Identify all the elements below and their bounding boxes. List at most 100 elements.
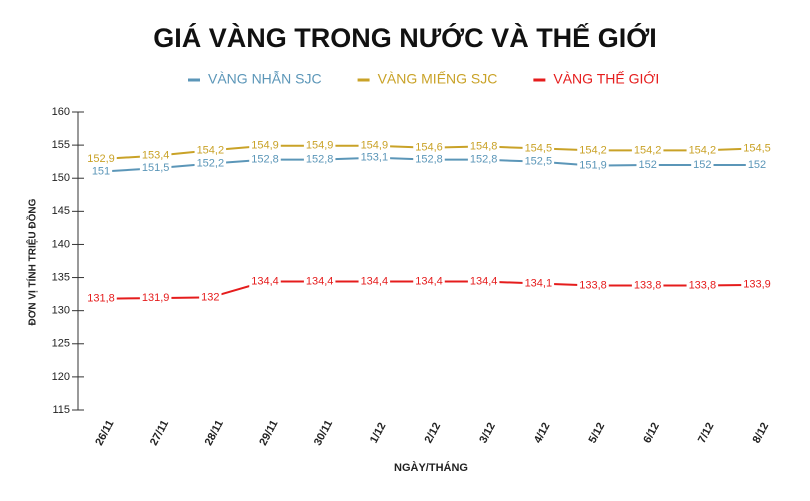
x-tick-label: 28/11	[203, 418, 226, 447]
value-label: 133,8	[634, 279, 662, 291]
value-label-bg	[358, 151, 391, 164]
value-label-bg	[249, 139, 281, 152]
value-label-bg	[303, 153, 336, 166]
value-label-bg	[199, 291, 222, 304]
value-label: 154,9	[306, 140, 334, 152]
value-label-bg	[745, 158, 769, 171]
value-label-bg	[636, 158, 659, 171]
value-label-bg	[467, 153, 500, 166]
x-tick-label: 7/12	[696, 421, 717, 446]
value-label-bg	[686, 279, 719, 292]
value-label: 152,8	[415, 154, 443, 166]
value-label: 154,5	[743, 142, 771, 154]
value-label-bg	[413, 275, 445, 288]
value-label-bg	[577, 159, 609, 172]
value-label: 152,5	[525, 156, 553, 168]
value-label-bg	[303, 275, 336, 288]
y-tick-label: 135	[52, 271, 70, 283]
value-label-bg	[686, 144, 719, 157]
value-label: 154,8	[470, 140, 498, 152]
value-label-bg	[741, 142, 773, 155]
x-tick-label: 2/12	[423, 421, 444, 446]
x-tick-label: 8/12	[751, 421, 772, 446]
value-label-bg	[631, 279, 664, 292]
value-label: 154,2	[197, 144, 225, 156]
value-label: 153,1	[361, 152, 389, 164]
value-label: 134,1	[525, 277, 553, 289]
value-label-bg	[467, 140, 500, 153]
value-label: 133,8	[579, 279, 607, 291]
value-label: 132	[201, 291, 219, 303]
value-label: 134,4	[306, 275, 334, 287]
chart-title: GIÁ VÀNG TRONG NƯỚC VÀ THẾ GIỚI	[153, 22, 656, 53]
value-label: 154,2	[579, 144, 607, 156]
x-tick-label: 30/11	[312, 418, 335, 447]
legend-label: VÀNG NHẪN SJC	[208, 71, 322, 87]
value-label: 134,4	[415, 275, 443, 287]
x-tick-label: 26/11	[93, 418, 116, 447]
value-label: 152	[748, 159, 766, 171]
value-label-bg	[139, 292, 172, 305]
value-label-bg	[249, 275, 281, 288]
value-label: 152,9	[87, 153, 115, 165]
value-label: 152,8	[470, 154, 498, 166]
value-label-bg	[358, 139, 391, 152]
y-tick-label: 120	[52, 371, 70, 383]
value-label: 152	[638, 159, 656, 171]
y-tick-label: 150	[52, 172, 70, 184]
value-label: 153,4	[142, 150, 170, 162]
value-label: 131,8	[87, 293, 115, 305]
x-tick-label: 27/11	[148, 418, 171, 447]
x-tick-label: 4/12	[532, 421, 553, 446]
value-label-bg	[413, 141, 445, 154]
value-label: 152	[693, 159, 711, 171]
x-tick-label: 5/12	[587, 421, 608, 446]
value-label: 151,9	[579, 160, 607, 172]
value-label: 154,2	[689, 144, 717, 156]
value-label: 152,2	[197, 158, 225, 170]
value-label-bg	[522, 155, 555, 168]
value-label: 154,2	[634, 144, 662, 156]
y-tick-label: 125	[52, 338, 70, 350]
value-label: 154,9	[361, 140, 389, 152]
value-label: 133,8	[689, 279, 717, 291]
value-label-bg	[467, 275, 500, 288]
y-tick-label: 160	[52, 106, 70, 118]
y-tick-label: 140	[52, 238, 70, 250]
value-label-bg	[85, 153, 117, 166]
value-label-bg	[358, 275, 391, 288]
y-tick-label: 115	[52, 404, 70, 416]
value-label-bg	[577, 279, 609, 292]
x-tick-label: 29/11	[257, 418, 280, 447]
value-label-bg	[577, 144, 609, 157]
value-label-bg	[249, 153, 281, 166]
legend-label: VÀNG MIẾNG SJC	[378, 71, 498, 87]
value-label-bg	[691, 158, 714, 171]
value-label-bg	[303, 139, 336, 152]
value-label: 133,9	[743, 279, 771, 291]
y-tick-label: 155	[52, 139, 70, 151]
value-label-bg	[522, 277, 555, 290]
value-label-bg	[741, 278, 773, 291]
value-label-bg	[85, 292, 117, 305]
value-label: 134,4	[251, 275, 279, 287]
value-label-bg	[194, 157, 227, 170]
value-label: 134,4	[361, 275, 389, 287]
x-axis-label: NGÀY/THÁNG	[394, 461, 468, 474]
x-tick-label: 1/12	[368, 421, 389, 446]
value-label-bg	[413, 153, 445, 166]
value-label: 152,8	[306, 154, 334, 166]
value-label-bg	[194, 144, 227, 157]
y-tick-label: 145	[52, 205, 70, 217]
value-label-bg	[139, 149, 172, 162]
y-axis-label: ĐƠN VỊ TÍNH TRIỆU ĐỒNG	[26, 198, 39, 325]
value-label-bg	[139, 162, 172, 175]
value-label-bg	[89, 165, 113, 178]
value-label: 151,5	[142, 162, 170, 174]
value-label: 154,5	[525, 142, 553, 154]
value-label-bg	[522, 142, 555, 155]
y-tick-label: 130	[52, 305, 70, 317]
value-label: 154,6	[415, 142, 443, 154]
x-tick-label: 6/12	[641, 421, 662, 446]
